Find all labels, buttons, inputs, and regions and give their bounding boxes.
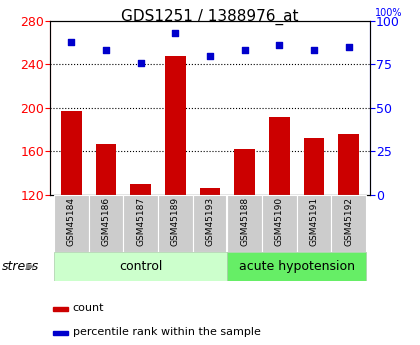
Text: GSM45187: GSM45187 <box>136 197 145 246</box>
Bar <box>331 195 366 252</box>
Bar <box>339 134 359 326</box>
Point <box>276 42 283 48</box>
Point <box>311 48 318 53</box>
Point <box>102 48 109 53</box>
Text: GSM45190: GSM45190 <box>275 197 284 246</box>
Text: GSM45189: GSM45189 <box>171 197 180 246</box>
Bar <box>54 252 227 281</box>
Point <box>172 30 178 36</box>
Bar <box>89 195 123 252</box>
Text: GSM45188: GSM45188 <box>240 197 249 246</box>
Bar <box>95 144 116 326</box>
Point <box>68 39 75 45</box>
Bar <box>227 252 366 281</box>
Point <box>207 53 213 58</box>
Text: 100%: 100% <box>375 8 403 18</box>
Text: GSM45184: GSM45184 <box>67 197 76 246</box>
Point <box>241 48 248 53</box>
Point <box>345 44 352 50</box>
Text: control: control <box>119 260 162 273</box>
Text: count: count <box>73 303 104 313</box>
Text: GDS1251 / 1388976_at: GDS1251 / 1388976_at <box>121 9 299 25</box>
Bar <box>227 195 262 252</box>
Bar <box>304 138 325 326</box>
Bar <box>200 188 221 326</box>
Bar <box>158 195 193 252</box>
Text: ►: ► <box>26 260 36 273</box>
Bar <box>297 195 331 252</box>
Bar <box>234 149 255 326</box>
Bar <box>54 195 89 252</box>
Text: GSM45192: GSM45192 <box>344 197 353 246</box>
Text: GSM45186: GSM45186 <box>101 197 110 246</box>
Text: percentile rank within the sample: percentile rank within the sample <box>73 327 260 337</box>
Bar <box>262 195 297 252</box>
Text: acute hypotension: acute hypotension <box>239 260 355 273</box>
Text: GSM45191: GSM45191 <box>310 197 319 246</box>
Bar <box>53 331 68 335</box>
Bar <box>61 111 81 326</box>
Bar <box>123 195 158 252</box>
Bar <box>130 184 151 326</box>
Bar <box>53 307 68 310</box>
Text: GSM45193: GSM45193 <box>205 197 215 246</box>
Bar <box>193 195 227 252</box>
Text: stress: stress <box>2 260 39 273</box>
Point <box>137 60 144 65</box>
Bar <box>165 56 186 326</box>
Bar <box>269 117 290 326</box>
